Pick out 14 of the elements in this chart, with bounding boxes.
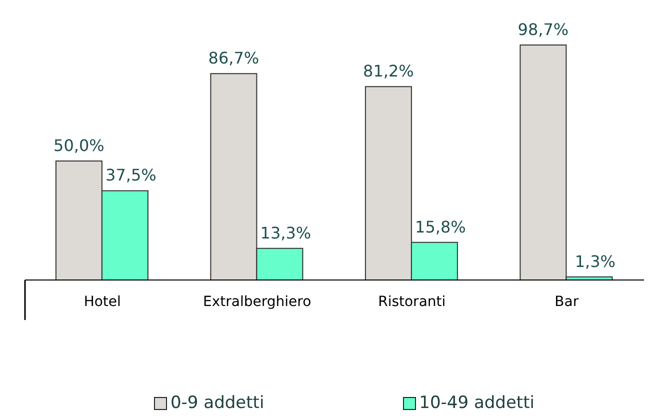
- data-label: 81,2%: [363, 62, 414, 81]
- legend-label: 10-49 addetti: [418, 393, 534, 413]
- data-label: 50,0%: [54, 136, 104, 155]
- x-tick-label: Extralberghiero: [203, 294, 312, 310]
- x-tick-label: Ristoranti: [378, 294, 446, 310]
- data-label: 15,8%: [415, 217, 466, 236]
- x-tick-label: Hotel: [84, 294, 121, 310]
- data-label: 37,5%: [106, 166, 156, 185]
- legend-label: 0-9 addetti: [169, 393, 264, 413]
- x-tick-label: Bar: [554, 294, 579, 310]
- data-label: 1,3%: [574, 252, 616, 271]
- data-label: 13,3%: [260, 223, 312, 242]
- data-label: 98,7%: [518, 20, 569, 39]
- data-label: 86,7%: [208, 48, 260, 68]
